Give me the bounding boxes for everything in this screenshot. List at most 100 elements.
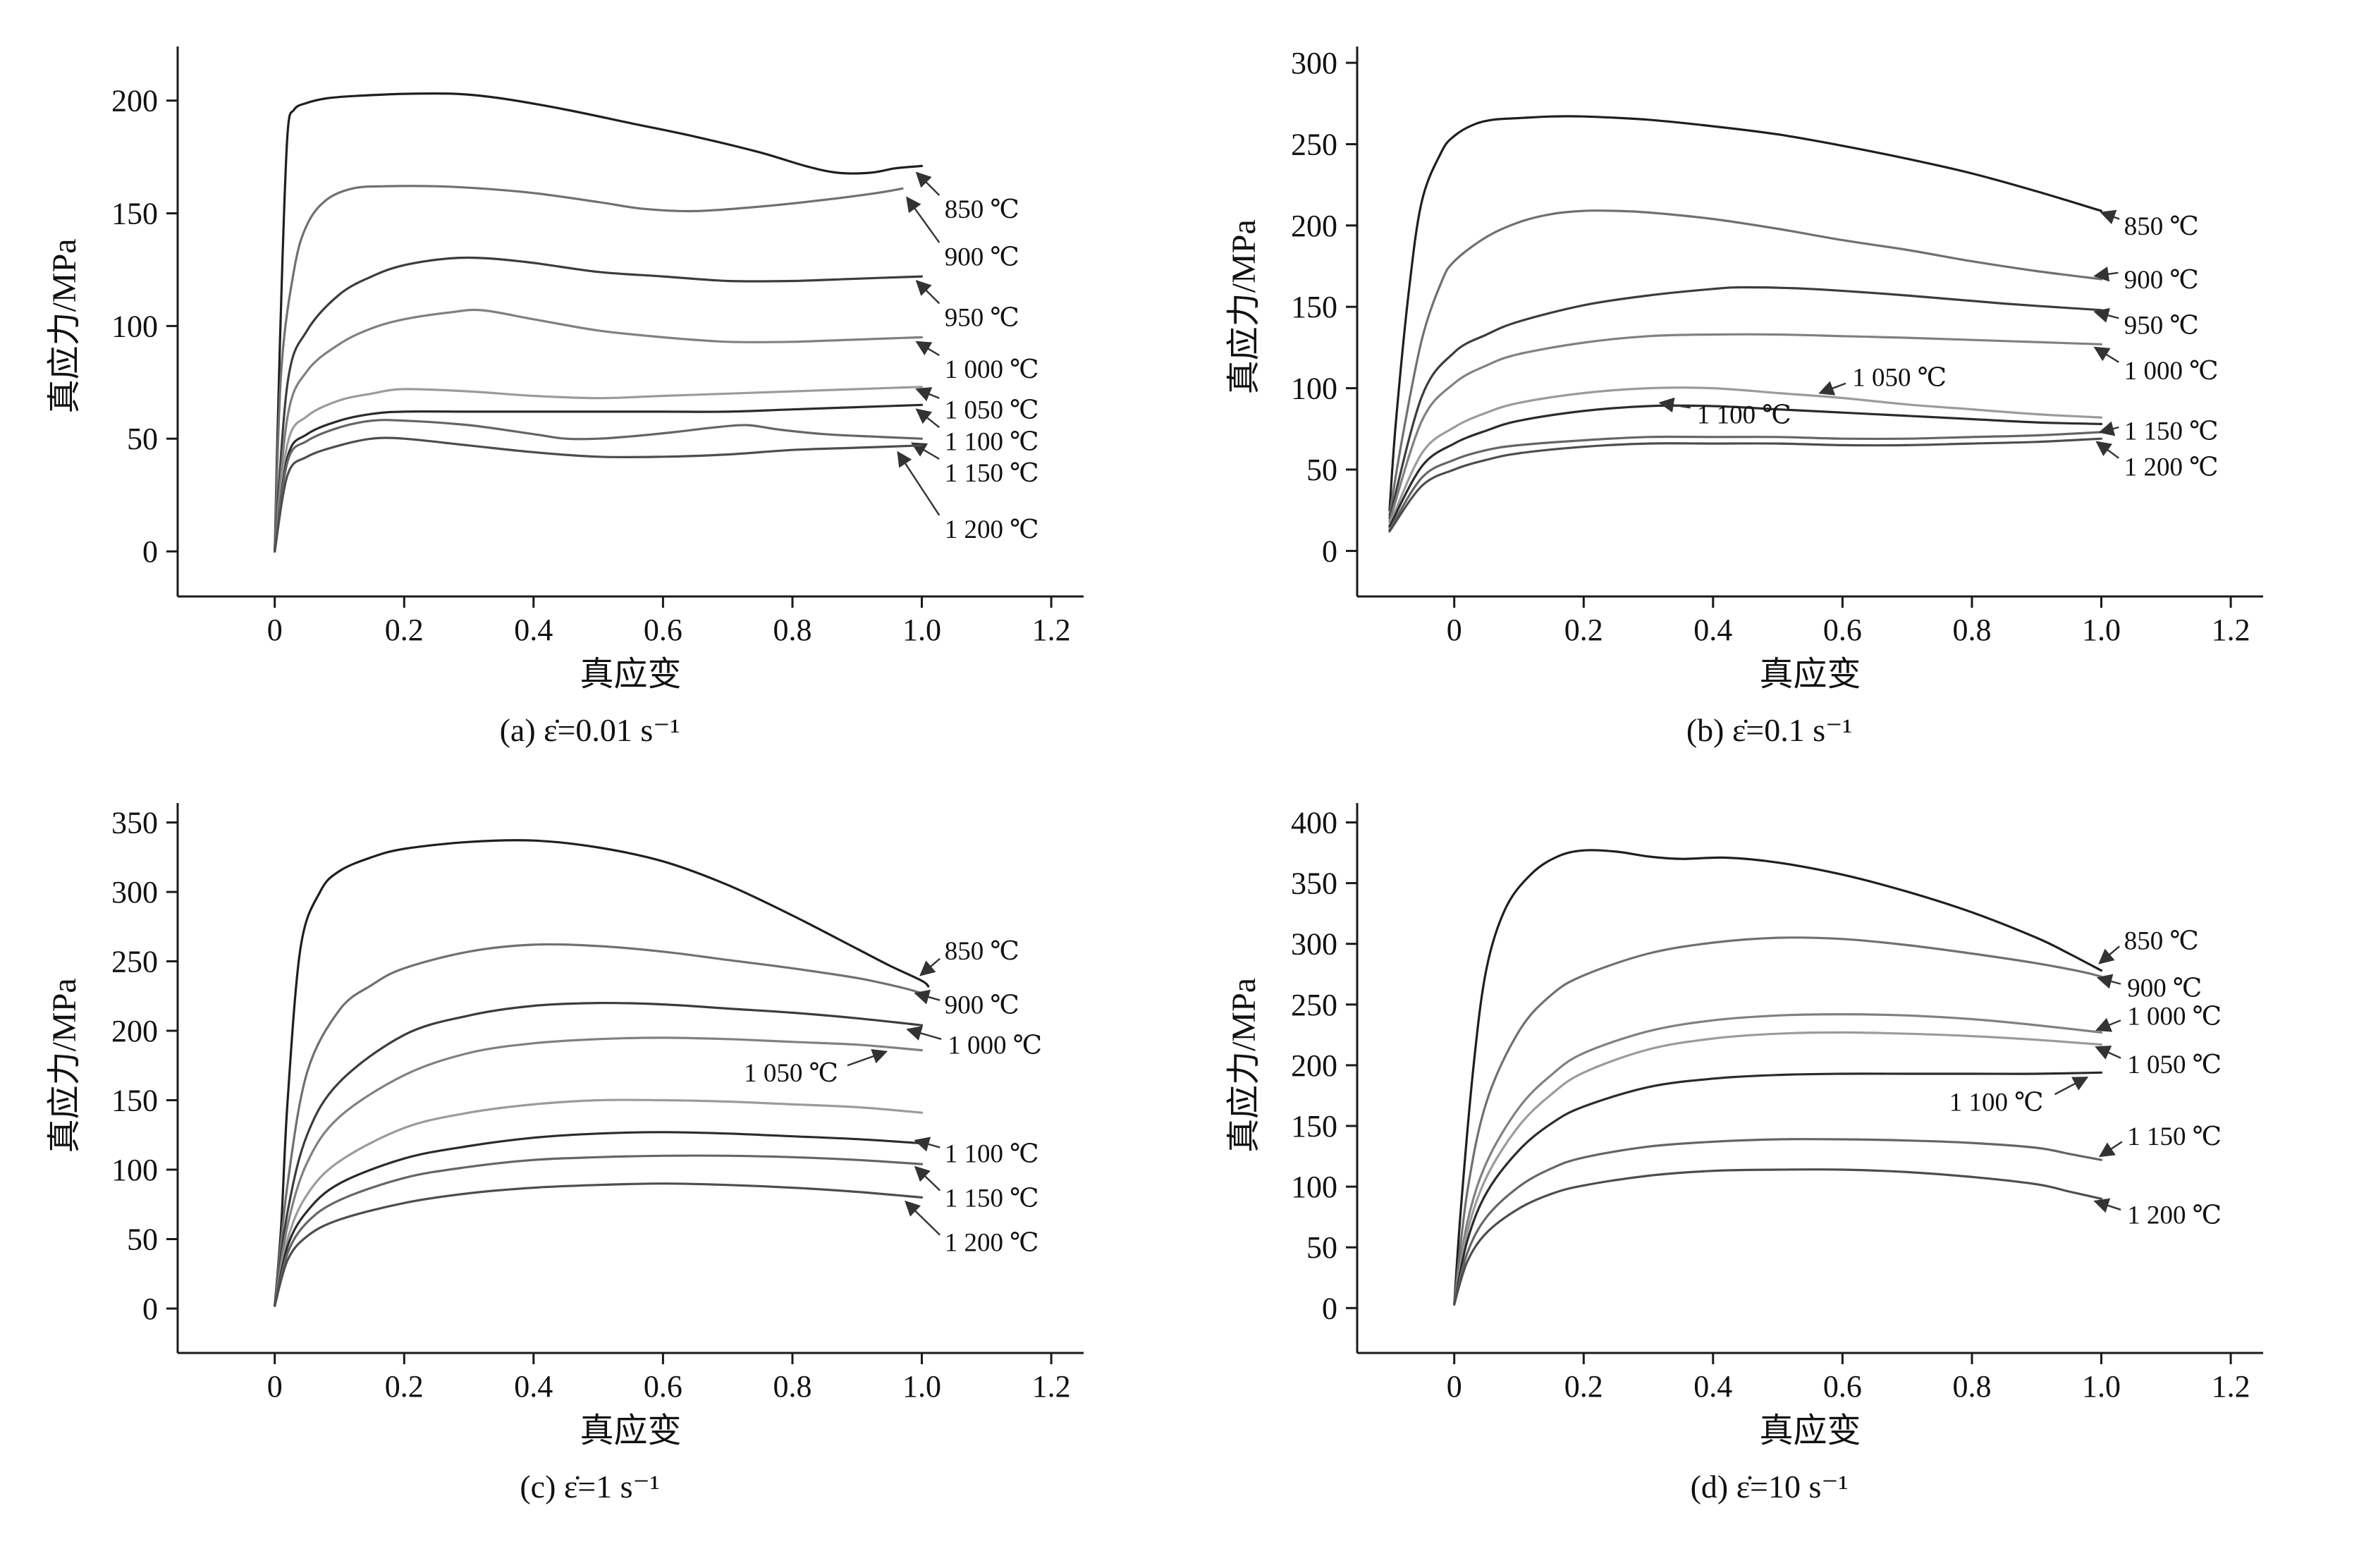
annotation-arrow-1150c [914,1165,940,1192]
curve-1200c [273,1182,923,1307]
curve-850c [273,92,923,553]
annotation-arrow-900c [905,196,940,243]
annotation-label-850c: 850 ℃ [944,195,1019,224]
annotation-arrow-850c [2097,945,2120,964]
annotation-label-900c: 900 ℃ [944,243,1019,271]
curve-1200c [1452,1168,2102,1306]
annotation-arrow-1050c [2094,1046,2121,1060]
x-tick-label: 0 [1446,613,1462,647]
x-axis-label: 真应变 [580,1412,681,1450]
curve-1150c [273,1154,923,1307]
y-tick-label: 250 [1291,128,1337,162]
annotation-label-1150c: 1 150 ℃ [2124,417,2218,446]
annotation-arrow-950c [915,279,940,305]
annotation-arrow-1150c [2098,1141,2123,1158]
curve-1050c [1452,1031,2102,1306]
curve-900c [1387,209,2102,517]
annotation-arrow-900c [2093,267,2119,282]
x-tick-label: 0.4 [514,1369,553,1404]
caption-d: (d) ε̇=10 s⁻¹ [1690,1469,1849,1505]
annotation-label-1200c: 1 200 ℃ [944,515,1038,544]
x-tick-label: 1.0 [2082,613,2121,647]
y-tick-label: 300 [1291,927,1337,962]
annotation-label-900c: 900 ℃ [944,991,1019,1020]
y-axis-label: 真应力/MPa [46,978,83,1153]
annotation-label-850c: 850 ℃ [944,937,1019,966]
y-tick-label: 100 [111,1153,158,1187]
curve-1200c [273,436,923,553]
y-tick-label: 50 [127,1223,158,1257]
annotation-label-1150c: 1 150 ℃ [944,1184,1038,1213]
y-tick-label: 200 [1291,209,1337,243]
x-tick-label: 1.0 [902,1369,941,1404]
x-tick-label: 0.6 [643,613,682,647]
y-tick-label: 250 [111,945,158,979]
x-tick-label: 0.8 [773,1369,811,1404]
chart-panel-b: 0 0.2 0.4 0.6 0.8 1.0 1.2 0 50 100 150 200 250 300 真应变… [1180,18,2359,749]
caption-a: (a) ε̇=0.01 s⁻¹ [499,712,680,748]
annotation-label-1100c: 1 100 ℃ [944,1140,1038,1169]
caption-b: (b) ε̇=0.1 s⁻¹ [1686,712,1853,748]
annotation-arrow-1150c [2098,421,2119,436]
figure: 0 0.2 0.4 0.6 0.8 1.0 1.2 0 50 100 150 200 真应变 真应力/MP… [0,18,2359,1505]
curve-950c [273,1002,923,1307]
annotation-label-1000c: 1 000 ℃ [2127,1002,2222,1031]
annotation-label-1100c: 1 100 ℃ [944,427,1038,456]
annotation-arrow-1050c [847,1049,888,1067]
x-axis-label: 真应变 [1759,1412,1861,1450]
x-tick-label: 0.6 [1822,613,1861,647]
x-axis-label: 真应变 [1759,656,1861,693]
y-tick-label: 0 [1322,1291,1337,1325]
x-tick-label: 0.2 [1564,1369,1603,1404]
annotation-label-1150c: 1 150 ℃ [2127,1122,2222,1151]
annotation-label-1050c: 1 050 ℃ [944,396,1038,425]
curve-950c [273,256,923,553]
chart-panel-a: 0 0.2 0.4 0.6 0.8 1.0 1.2 0 50 100 150 200 真应变 真应力/MP… [0,18,1180,749]
annotation-arrow-1100c [1658,397,1691,413]
annotation-arrow-900c [913,989,940,1005]
y-tick-label: 0 [1322,534,1337,568]
annotation-label-1100c: 1 100 ℃ [1949,1089,2043,1117]
annotation-label-1200c: 1 200 ℃ [2127,1201,2222,1230]
annotation-arrow-850c [919,957,940,976]
curve-1100c [273,403,923,553]
curve-1100c [1452,1071,2102,1306]
annotation-label-950c: 950 ℃ [944,304,1019,333]
x-tick-label: 0.8 [1952,1369,1991,1404]
y-tick-label: 400 [1291,806,1337,840]
annotation-arrow-850c [915,171,940,196]
x-tick-label: 0.8 [773,613,811,647]
y-tick-label: 350 [111,806,158,840]
y-tick-label: 150 [111,1084,158,1118]
curve-1000c [1387,333,2102,523]
y-tick-label: 50 [1306,1230,1337,1265]
x-tick-label: 0 [266,613,282,647]
annotation-arrow-1100c [2054,1077,2088,1096]
y-tick-label: 350 [1291,866,1337,901]
annotation-arrow-1000c [914,341,940,357]
annotation-label-900c: 900 ℃ [2124,266,2198,295]
y-axis-label: 真应力/MPa [46,238,83,413]
curve-1150c [1452,1138,2102,1306]
curve-1050c [273,1098,923,1307]
x-tick-label: 0 [1446,1369,1462,1404]
y-tick-label: 150 [111,197,158,231]
annotation-label-1200c: 1 200 ℃ [944,1229,1038,1258]
x-tick-label: 0.2 [384,613,423,647]
y-tick-label: 200 [111,1014,158,1048]
y-tick-label: 150 [1291,1109,1337,1144]
annotation-label-1050c: 1 050 ℃ [744,1059,838,1088]
x-tick-label: 0.4 [514,613,553,647]
annotation-arrow-1200c [2095,441,2119,459]
annotation-label-1050c: 1 050 ℃ [1852,364,1947,393]
x-tick-label: 1.2 [1031,613,1070,647]
x-tick-label: 1.2 [2211,613,2250,647]
annotation-arrow-1200c [896,451,940,516]
annotation-label-1000c: 1 000 ℃ [948,1031,1042,1060]
curve-1100c [273,1131,923,1307]
curve-1150c [1387,431,2102,531]
y-axis-label: 真应力/MPa [1225,219,1263,394]
x-tick-label: 0 [266,1369,282,1404]
y-tick-label: 200 [111,84,158,118]
annotation-label-1000c: 1 000 ℃ [2124,357,2218,386]
